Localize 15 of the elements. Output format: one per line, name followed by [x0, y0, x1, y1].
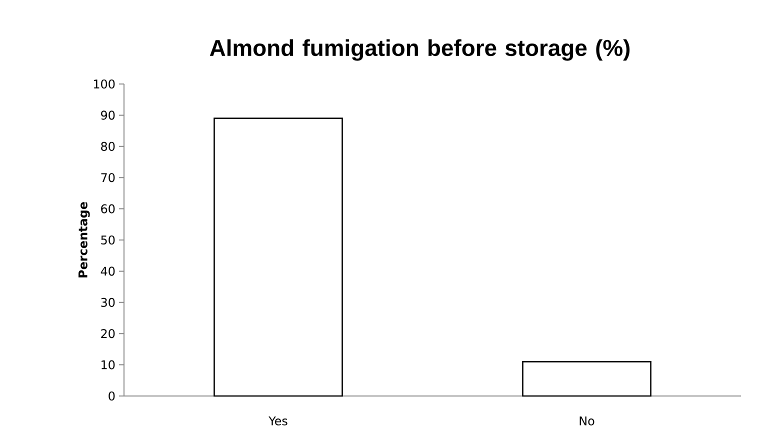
y-tick-label: 50 — [101, 235, 115, 245]
y-axis-title: Percentage — [78, 202, 90, 278]
y-tick-label: 90 — [101, 110, 115, 120]
y-tick-label: 80 — [101, 142, 115, 151]
x-tick-label: No — [580, 416, 594, 426]
y-tick-label: 30 — [101, 298, 115, 307]
y-tick-label: 100 — [94, 79, 115, 89]
y-tick-label: 40 — [100, 266, 115, 276]
y-tick-label: 60 — [101, 204, 115, 214]
x-tick-label: Yes — [268, 416, 288, 426]
chart-title: Almond fumigation before storage (%) — [210, 39, 630, 61]
y-tick-label: 70 — [101, 173, 115, 182]
y-tick-label: 20 — [101, 329, 115, 338]
y-tick-label: 10 — [102, 360, 115, 370]
y-tick-label: 0 — [108, 391, 115, 401]
